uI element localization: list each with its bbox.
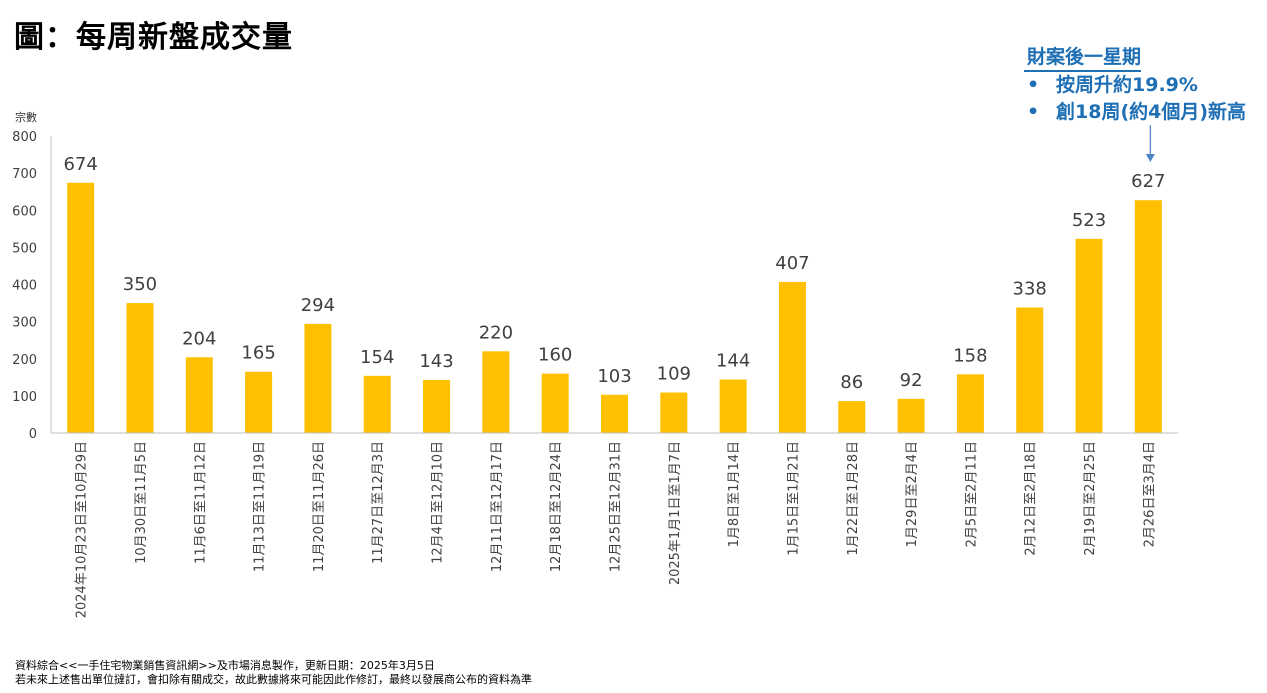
data-labels: 674 350 204 165 294 154 143 220 160 103 109 144 407 8… (63, 154, 1165, 393)
chart-title: 圖：每周新盤成交量 (14, 20, 293, 55)
y-tick-label: 100 (12, 390, 37, 405)
x-tick-label: 12月11日至12月17日 (490, 441, 505, 572)
bar (956, 374, 984, 433)
y-tick-label: 0 (29, 427, 37, 442)
annotation-text: 創18周(約4個月)新高 (1056, 101, 1247, 123)
bullet-icon: • (1027, 101, 1040, 123)
annotation-list: • 按周升約19.9% • 創18周(約4個月)新高 (1024, 72, 1246, 126)
bar (660, 392, 688, 433)
x-tick-label: 1月8日至1月14日 (727, 441, 742, 547)
bar (601, 394, 628, 433)
bar (482, 351, 510, 433)
y-tick-label: 400 (12, 279, 37, 294)
bar (67, 182, 95, 433)
bullet-icon: • (1027, 74, 1040, 96)
data-label: 160 (538, 345, 572, 366)
footnote-line: 若未來上述售出單位撻訂，會扣除有關成交，故此數據將來可能因此作修訂，最終以發展商… (15, 673, 532, 686)
data-label: 158 (953, 345, 987, 366)
x-tick-label: 2月19日至2月25日 (1083, 441, 1098, 556)
data-label: 103 (597, 366, 631, 387)
x-tick-label: 1月29日至2月4日 (905, 441, 920, 547)
annotation-heading: 財案後一星期 (1024, 44, 1142, 72)
x-tick-label: 2025年1月1日至1月7日 (668, 441, 683, 585)
x-tick-label: 2024年10月23日至10月29日 (75, 441, 90, 618)
bar (838, 401, 866, 433)
bar (304, 323, 332, 433)
bar (719, 379, 747, 433)
y-tick-label: 200 (12, 353, 37, 368)
data-label: 109 (657, 364, 691, 385)
bar (126, 303, 154, 433)
x-tick-label: 10月30日至11月5日 (134, 441, 149, 564)
x-tick-label: 12月4日至12月10日 (431, 441, 446, 564)
x-tick-label: 11月6日至11月12日 (193, 441, 208, 564)
data-label: 627 (1131, 171, 1165, 192)
x-axis: 2024年10月23日至10月29日 10月30日至11月5日 11月6日至11月1… (51, 432, 1178, 618)
bar (541, 373, 569, 433)
x-tick-label: 1月22日至1月28日 (846, 441, 861, 556)
x-tick-label: 12月25日至12月31日 (609, 441, 624, 572)
data-label: 92 (900, 370, 923, 391)
annotation-text: 按周升約19.9% (1056, 74, 1198, 96)
x-tick-label: 11月13日至11月19日 (253, 441, 268, 572)
data-label: 86 (840, 372, 863, 393)
data-label: 294 (301, 295, 335, 316)
data-label: 143 (419, 351, 453, 372)
bar (1075, 238, 1103, 433)
y-tick-label: 800 (12, 130, 37, 145)
annotation-arrow (1145, 125, 1155, 162)
x-tick-label: 2月5日至2月11日 (964, 441, 979, 547)
data-label: 338 (1013, 279, 1047, 300)
x-tick-label: 12月18日至12月24日 (549, 441, 564, 572)
y-tick-label: 600 (12, 204, 37, 219)
data-label: 523 (1072, 210, 1106, 231)
bar (423, 379, 451, 433)
x-tick-label: 11月27日至12月3日 (371, 441, 386, 564)
arrow-head (1145, 154, 1155, 162)
annotation-callout: 財案後一星期 • 按周升約19.9% • 創18周(約4個月)新高 (1024, 44, 1246, 126)
y-tick-label: 300 (12, 316, 37, 331)
y-tick-label: 500 (12, 241, 37, 256)
bar (363, 375, 391, 433)
data-label: 154 (360, 347, 394, 368)
data-label: 144 (716, 351, 750, 372)
footnote-line: 資料綜合<<一手住宅物業銷售資訊網>>及市場消息製作，更新日期：2025年3月5… (15, 659, 435, 672)
x-tick-label: 1月15日至1月21日 (786, 441, 801, 556)
x-tick-label: 2月26日至3月4日 (1142, 441, 1157, 547)
bar (897, 398, 925, 433)
bar (245, 371, 273, 433)
x-tick-label: 11月20日至11月26日 (312, 441, 327, 572)
annotation-item: • 按周升約19.9% (1024, 72, 1246, 99)
bar (1016, 307, 1044, 433)
y-axis-label: 宗數 (15, 111, 37, 124)
x-tick-label: 2月12日至2月18日 (1024, 441, 1039, 556)
y-tick-label: 700 (12, 167, 37, 182)
bar (778, 281, 806, 433)
bars (67, 182, 1162, 433)
data-label: 350 (123, 274, 157, 295)
data-label: 165 (241, 343, 275, 364)
bar (1134, 200, 1162, 433)
data-label: 220 (479, 322, 513, 343)
bar (185, 357, 213, 433)
data-label: 204 (182, 328, 216, 349)
y-axis: 0 100 200 300 400 500 600 700 800 (12, 130, 52, 442)
footnote: 資料綜合<<一手住宅物業銷售資訊網>>及市場消息製作，更新日期：2025年3月5… (15, 659, 532, 687)
data-label: 407 (775, 253, 809, 274)
annotation-item: • 創18周(約4個月)新高 (1024, 99, 1246, 126)
data-label: 674 (63, 154, 97, 175)
